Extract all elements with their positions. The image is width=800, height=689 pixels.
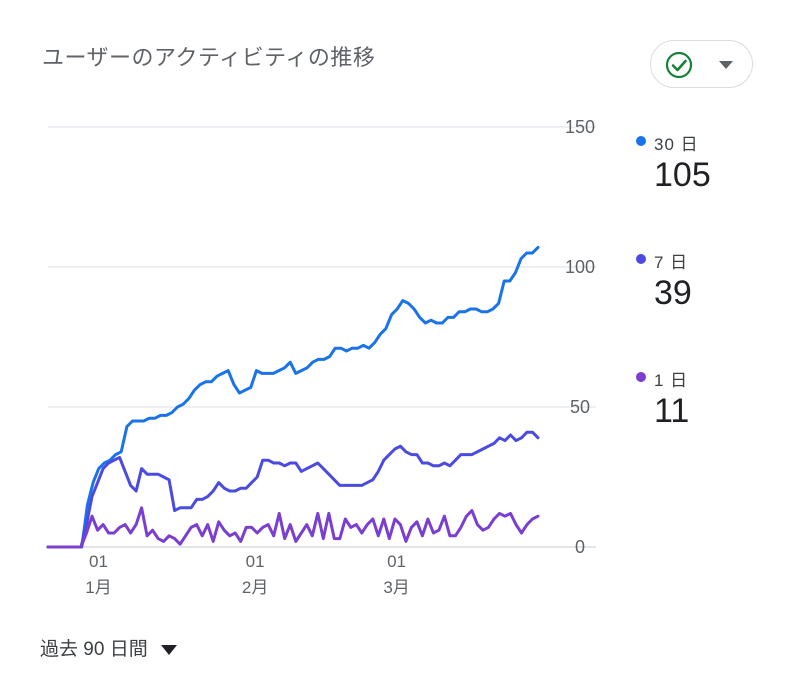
y-tick-label: 50 xyxy=(570,397,590,417)
date-range-selector[interactable]: 過去 90 日間 xyxy=(40,634,177,661)
y-tick-label: 100 xyxy=(565,257,595,277)
legend-label: 1 日 xyxy=(654,371,689,390)
legend-dot-30-day xyxy=(636,136,646,146)
legend-label: 7 日 xyxy=(654,253,689,272)
activity-line-chart: 0 50 100 150 01 1月 01 2月 01 3月 xyxy=(46,117,596,597)
x-tick-label: 3月 xyxy=(383,578,409,597)
caret-down-icon xyxy=(160,644,177,655)
x-tick-label: 01 xyxy=(89,552,108,571)
caret-down-icon xyxy=(719,61,733,69)
legend-value: 105 xyxy=(654,156,711,194)
y-tick-label: 0 xyxy=(575,537,585,557)
status-dropdown-button[interactable] xyxy=(650,40,753,88)
x-tick-label: 1月 xyxy=(85,578,111,597)
legend-dot-7-day xyxy=(636,254,646,264)
legend-label: 30 日 xyxy=(654,135,699,154)
card-title: ユーザーのアクティビティの推移 xyxy=(42,45,376,70)
series-line-3 xyxy=(46,506,540,549)
check-circle-icon xyxy=(665,51,693,79)
legend-dot-1-day xyxy=(636,372,646,382)
x-tick-label: 01 xyxy=(246,552,265,571)
y-tick-label: 150 xyxy=(565,117,595,137)
x-tick-label: 2月 xyxy=(242,578,268,597)
series-line-1 xyxy=(46,245,540,549)
series-line-2 xyxy=(46,430,540,549)
legend-value: 39 xyxy=(654,274,692,312)
date-range-label: 過去 90 日間 xyxy=(40,639,148,660)
legend-value: 11 xyxy=(654,392,690,430)
x-tick-label: 01 xyxy=(387,552,406,571)
